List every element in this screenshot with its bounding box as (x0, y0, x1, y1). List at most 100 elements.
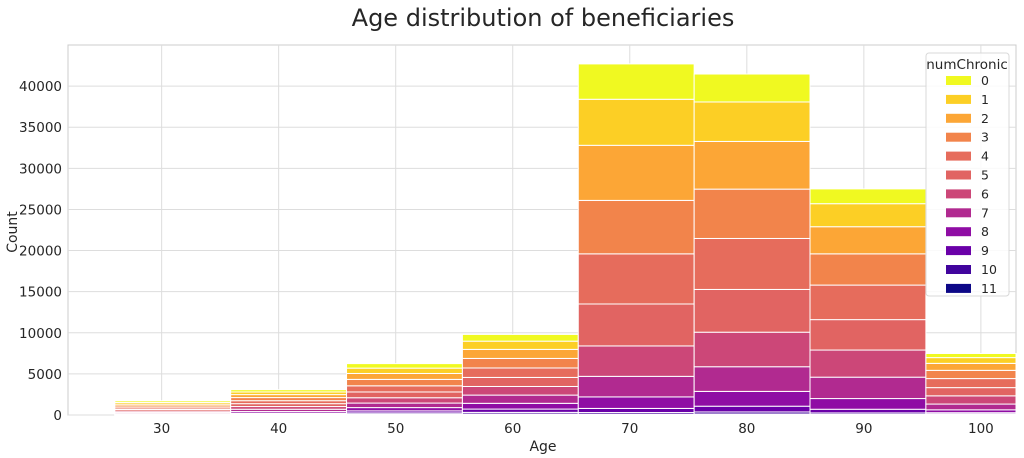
y-tick-labels: 0 5000 10000 15000 20000 25000 30000 35000 40000 (19, 79, 62, 424)
legend-label-5: 5 (981, 168, 989, 183)
legend-label-2: 2 (981, 111, 989, 126)
x-tick-label: 30 (153, 421, 170, 437)
legend-swatch-1 (946, 94, 971, 104)
y-tick-label: 15000 (19, 285, 62, 301)
legend-swatch-5 (946, 170, 971, 180)
bars (114, 63, 1017, 416)
bar-70-numchronic-2 (577, 144, 695, 201)
bar-90-numchronic-5 (809, 319, 927, 351)
legend-swatch-10 (946, 265, 971, 274)
x-tick-label: 50 (387, 421, 404, 437)
x-tick-label: 80 (738, 421, 755, 437)
bar-70-numchronic-1 (577, 98, 695, 146)
bar-70-numchronic-9 (577, 407, 695, 414)
y-axis-label: Count (5, 211, 21, 253)
legend-swatch-4 (946, 151, 971, 161)
bar-80-numchronic-9 (693, 405, 811, 413)
bar-90-numchronic-1 (809, 203, 927, 228)
bar-70-numchronic-6 (577, 345, 695, 377)
bar-50-numchronic-3 (346, 378, 463, 387)
bar-60-numchronic-5 (461, 376, 579, 387)
y-tick-label: 35000 (19, 120, 62, 136)
bar-100-numchronic-7 (925, 403, 1017, 411)
legend-swatch-3 (946, 132, 971, 142)
x-axis-label: Age (529, 439, 556, 455)
x-tick-label: 100 (968, 421, 994, 437)
x-tick-label: 90 (855, 421, 872, 437)
x-tick-label: 40 (270, 421, 287, 437)
y-tick-label: 5000 (28, 367, 62, 383)
bar-70-numchronic-5 (577, 303, 695, 347)
bar-70-numchronic-7 (577, 375, 695, 398)
bar-80-numchronic-6 (693, 331, 811, 368)
bar-30-numchronic-0 (114, 400, 232, 403)
legend-label-4: 4 (981, 149, 989, 164)
bar-90-numchronic-4 (809, 284, 927, 321)
bar-80-numchronic-3 (693, 188, 811, 239)
bar-60-numchronic-2 (461, 348, 579, 359)
legend-swatch-6 (946, 189, 971, 199)
bar-90-numchronic-6 (809, 349, 927, 378)
y-tick-label: 40000 (19, 79, 62, 95)
legend-label-7: 7 (981, 205, 989, 220)
bar-90-numchronic-2 (809, 226, 927, 255)
bar-70-numchronic-4 (577, 253, 695, 305)
x-tick-labels: 30 40 50 60 70 80 90 100 (153, 421, 994, 437)
bar-80-numchronic-5 (693, 288, 811, 333)
bar-60-numchronic-4 (461, 367, 579, 378)
x-tick-label: 60 (504, 421, 521, 437)
y-tick-label: 20000 (19, 244, 62, 260)
legend-label-3: 3 (981, 130, 989, 145)
bar-100-numchronic-2 (925, 362, 1017, 371)
bar-100-numchronic-6 (925, 395, 1017, 405)
legend-title: numChronic (926, 57, 1008, 73)
bar-50-numchronic-0 (346, 363, 463, 369)
bar-60-numchronic-0 (461, 333, 579, 342)
bar-90-numchronic-8 (809, 398, 927, 410)
x-tick-label: 70 (621, 421, 638, 437)
bar-100-numchronic-1 (925, 357, 1017, 364)
bar-80-numchronic-1 (693, 101, 811, 142)
legend-label-9: 9 (981, 243, 989, 258)
legend-label-11: 11 (981, 281, 997, 296)
bar-100-numchronic-5 (925, 387, 1017, 397)
legend-items: 0 1 2 3 4 5 6 7 8 9 10 11 (946, 73, 997, 296)
legend-label-8: 8 (981, 224, 989, 239)
bar-70-numchronic-8 (577, 396, 695, 409)
y-tick-label: 0 (53, 408, 62, 424)
bar-100-numchronic-3 (925, 369, 1017, 380)
legend-swatch-9 (946, 246, 971, 256)
bar-60-numchronic-3 (461, 357, 579, 369)
y-tick-label: 30000 (19, 161, 62, 177)
legend-label-0: 0 (981, 73, 989, 88)
bar-80-numchronic-8 (693, 390, 811, 407)
legend-swatch-8 (946, 227, 971, 237)
bar-40-numchronic-0 (230, 389, 348, 393)
bar-60-numchronic-1 (461, 340, 579, 350)
legend-swatch-2 (946, 113, 971, 123)
bar-70-numchronic-0 (577, 63, 695, 100)
legend-swatch-11 (946, 283, 971, 293)
bar-80-numchronic-4 (693, 237, 811, 290)
y-tick-label: 10000 (19, 326, 62, 342)
bar-60-numchronic-6 (461, 385, 579, 396)
legend-label-10: 10 (981, 262, 997, 277)
bar-70-numchronic-3 (577, 199, 695, 255)
bar-90-numchronic-7 (809, 376, 927, 400)
bar-90-numchronic-9 (809, 408, 927, 414)
legend-label-6: 6 (981, 186, 989, 201)
bar-50-numchronic-6 (346, 397, 463, 404)
legend-label-1: 1 (981, 92, 989, 107)
bar-80-numchronic-0 (693, 73, 811, 103)
bar-90-numchronic-0 (809, 188, 927, 205)
bar-90-numchronic-3 (809, 253, 927, 286)
bar-50-numchronic-4 (346, 385, 463, 393)
chart-title: Age distribution of beneficiaries (352, 4, 735, 32)
bar-60-numchronic-8 (461, 402, 579, 410)
legend-swatch-0 (946, 76, 971, 85)
bar-50-numchronic-1 (346, 367, 463, 374)
y-tick-label: 25000 (19, 202, 62, 218)
bar-50-numchronic-5 (346, 391, 463, 399)
bar-100-numchronic-0 (925, 352, 1017, 359)
